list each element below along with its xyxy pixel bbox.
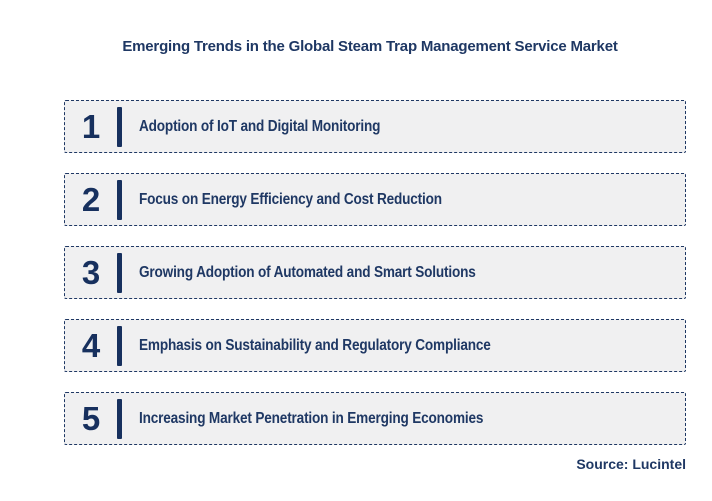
- trend-row-4: 4 Emphasis on Sustainability and Regulat…: [64, 319, 686, 372]
- trend-row-3: 3 Growing Adoption of Automated and Smar…: [64, 246, 686, 299]
- trend-number: 4: [81, 327, 101, 364]
- source-attribution: Source: Lucintel: [576, 456, 686, 472]
- trend-number: 1: [81, 108, 101, 145]
- number-divider-bar: [117, 106, 122, 147]
- trend-number: 2: [81, 181, 101, 218]
- trend-number: 3: [81, 254, 101, 291]
- trend-label: Growing Adoption of Automated and Smart …: [139, 263, 476, 281]
- trend-row-1: 1 Adoption of IoT and Digital Monitoring: [64, 100, 686, 153]
- trend-row-2: 2 Focus on Energy Efficiency and Cost Re…: [64, 173, 686, 226]
- infographic-title: Emerging Trends in the Global Steam Trap…: [122, 38, 618, 55]
- trend-label: Focus on Energy Efficiency and Cost Redu…: [139, 190, 442, 208]
- number-divider-bar: [117, 325, 122, 366]
- number-divider-bar: [117, 398, 122, 439]
- number-divider-bar: [117, 179, 122, 220]
- trend-label: Increasing Market Penetration in Emergin…: [139, 409, 484, 427]
- number-divider-bar: [117, 252, 122, 293]
- trend-label: Emphasis on Sustainability and Regulator…: [139, 336, 491, 354]
- trend-label: Adoption of IoT and Digital Monitoring: [139, 117, 381, 135]
- trend-row-5: 5 Increasing Market Penetration in Emerg…: [64, 392, 686, 445]
- trend-number: 5: [81, 400, 101, 437]
- trends-list: 1 Adoption of IoT and Digital Monitoring…: [64, 100, 686, 465]
